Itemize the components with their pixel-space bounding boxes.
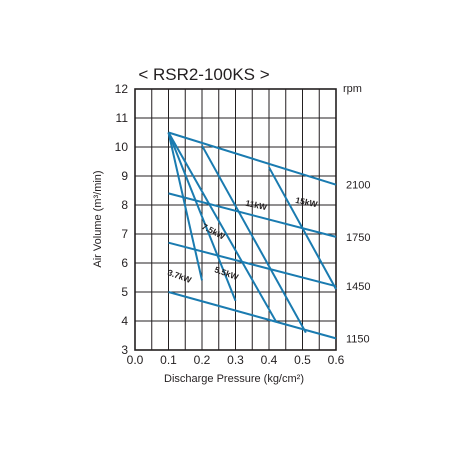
power-line-3.7kW xyxy=(167,132,203,281)
speed-line-1150 xyxy=(168,291,337,340)
rpm-label-2100: 2100 xyxy=(346,180,370,192)
chart-title: < RSR2-100KS > xyxy=(138,65,269,84)
y-tick-label: 10 xyxy=(115,140,129,154)
y-tick-label: 9 xyxy=(121,169,128,183)
y-tick-label: 5 xyxy=(121,285,128,299)
power-label-15kW: 15kW xyxy=(295,195,320,210)
y-tick-label: 3 xyxy=(121,343,128,357)
power-line-7.5kW xyxy=(167,132,277,322)
x-tick-label: 0.5 xyxy=(294,353,311,367)
y-tick-label: 11 xyxy=(116,111,129,125)
power-label-11kW: 11kW xyxy=(245,198,269,213)
speed-line-1450 xyxy=(168,241,337,288)
rpm-label-1450: 1450 xyxy=(346,281,370,293)
power-label-7.5kW: 7.5kW xyxy=(200,221,227,242)
x-tick-label: 0.4 xyxy=(261,353,278,367)
y-tick-label: 7 xyxy=(121,227,128,241)
power-line-15kW xyxy=(268,166,337,290)
rpm-label-1750: 1750 xyxy=(346,232,370,244)
x-tick-label: 0.6 xyxy=(328,353,345,367)
y-axis-label: Air Volume (m³/min) xyxy=(92,170,104,267)
plot-frame xyxy=(134,88,337,351)
grid xyxy=(134,88,337,351)
x-tick-label: 0.2 xyxy=(194,353,211,367)
series-lines xyxy=(167,131,337,340)
speed-line-2100 xyxy=(168,131,337,186)
rpm-label-1150: 1150 xyxy=(346,333,370,345)
rpm-axis-label: rpm xyxy=(343,83,362,95)
chart-labels: 0.0 0.1 0.2 0.3 0.4 0.5 0.6 3 4 5 6 7 8 9 10 11 12 2100 17… xyxy=(115,82,371,367)
y-tick-label: 6 xyxy=(121,256,128,270)
x-tick-label: 0.3 xyxy=(227,353,244,367)
power-label-3.7kW: 3.7kW xyxy=(166,267,193,285)
power-line-11kW xyxy=(201,145,307,334)
y-tick-label: 4 xyxy=(121,314,128,328)
power-line-5.5kW xyxy=(167,132,237,302)
y-tick-label: 12 xyxy=(115,82,129,96)
y-tick-label: 8 xyxy=(121,198,128,212)
x-tick-label: 0.1 xyxy=(160,353,177,367)
x-axis-label: Discharge Pressure (kg/cm²) xyxy=(164,373,304,385)
x-tick-label: 0.0 xyxy=(127,353,144,367)
